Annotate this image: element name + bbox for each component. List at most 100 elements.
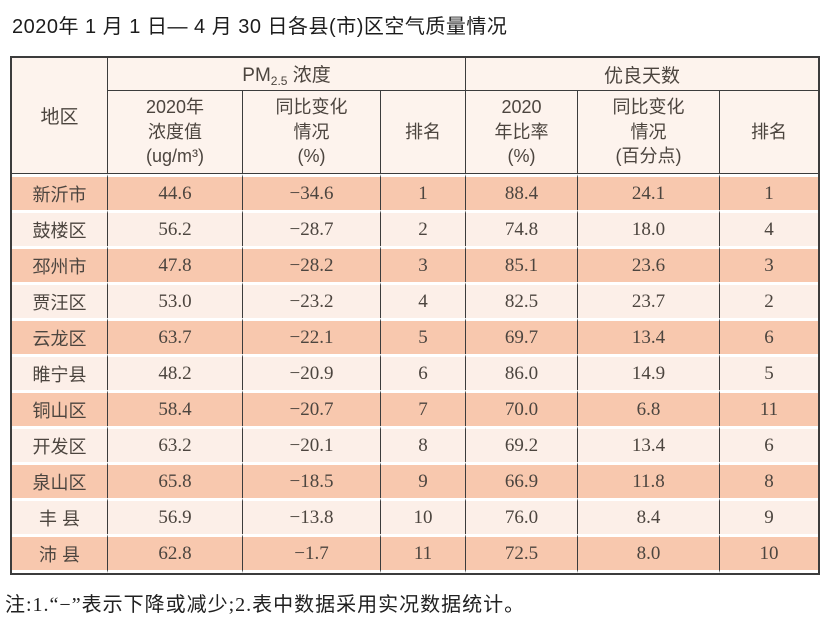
- table-row: 泉山区 65.8 −18.5 9 66.9 11.8 8: [12, 462, 819, 498]
- good-ratio-cell: 76.0: [465, 498, 578, 534]
- pm-change-cell: −18.5: [242, 462, 380, 498]
- region-cell: 邳州市: [12, 246, 107, 282]
- table-row: 开发区 63.2 −20.1 8 69.2 13.4 6: [12, 426, 819, 462]
- good-rank-cell: 3: [719, 246, 819, 282]
- pm-value-cell: 58.4: [107, 390, 242, 426]
- good-rank-cell: 1: [719, 174, 819, 210]
- good-change-cell: 13.4: [577, 318, 720, 354]
- pm-rank-cell: 6: [380, 354, 466, 390]
- table-row: 新沂市 44.6 −34.6 1 88.4 24.1 1: [12, 174, 819, 210]
- region-cell: 开发区: [12, 426, 107, 462]
- table-row: 沛 县 62.8 −1.7 11 72.5 8.0 10: [12, 534, 819, 573]
- good-ratio-cell: 88.4: [465, 174, 578, 210]
- pm-value-cell: 53.0: [107, 282, 242, 318]
- region-cell: 丰 县: [12, 498, 107, 534]
- good-ratio-cell: 86.0: [465, 354, 578, 390]
- region-cell: 贾汪区: [12, 282, 107, 318]
- col-header-pm-value: 2020年 浓度值 (ug/m³): [107, 91, 242, 174]
- good-ratio-cell: 85.1: [465, 246, 578, 282]
- table-row: 云龙区 63.7 −22.1 5 69.7 13.4 6: [12, 318, 819, 354]
- pm-value-cell: 63.2: [107, 426, 242, 462]
- footnote: 注:1.“−”表示下降或减少;2.表中数据采用实况数据统计。: [5, 594, 526, 616]
- region-cell: 沛 县: [12, 534, 107, 573]
- col-group-pm25: PM2.5 浓度: [107, 58, 466, 91]
- pm-rank-cell: 11: [380, 534, 466, 573]
- good-rank-cell: 4: [719, 210, 819, 246]
- good-change-cell: 8.4: [577, 498, 720, 534]
- good-change-cell: 6.8: [577, 390, 720, 426]
- pm-change-cell: −28.7: [242, 210, 380, 246]
- col-header-good-change: 同比变化 情况 (百分点): [577, 91, 720, 174]
- col-group-good-days: 优良天数: [465, 58, 819, 91]
- region-cell: 睢宁县: [12, 354, 107, 390]
- good-change-cell: 14.9: [577, 354, 720, 390]
- good-change-cell: 8.0: [577, 534, 720, 573]
- region-cell: 新沂市: [12, 174, 107, 210]
- col-header-pm-change: 同比变化 情况 (%): [242, 91, 380, 174]
- good-change-cell: 24.1: [577, 174, 720, 210]
- pm-change-cell: −23.2: [242, 282, 380, 318]
- good-ratio-cell: 69.7: [465, 318, 578, 354]
- good-change-cell: 23.7: [577, 282, 720, 318]
- pm-rank-cell: 2: [380, 210, 466, 246]
- good-ratio-cell: 74.8: [465, 210, 578, 246]
- good-rank-cell: 9: [719, 498, 819, 534]
- air-quality-table: 地区 PM2.5 浓度 优良天数 2020年 浓度值 (ug/m³) 同比变化 …: [10, 56, 821, 575]
- pm-rank-cell: 7: [380, 390, 466, 426]
- good-ratio-cell: 69.2: [465, 426, 578, 462]
- col-header-region: 地区: [12, 58, 107, 174]
- pm25-suffix: 浓度: [287, 65, 331, 86]
- pm-change-cell: −20.7: [242, 390, 380, 426]
- table-row: 铜山区 58.4 −20.7 7 70.0 6.8 11: [12, 390, 819, 426]
- col-header-good-rank: 排名: [719, 91, 819, 174]
- good-rank-cell: 5: [719, 354, 819, 390]
- pm-value-cell: 44.6: [107, 174, 242, 210]
- table-row: 丰 县 56.9 −13.8 10 76.0 8.4 9: [12, 498, 819, 534]
- pm-change-cell: −1.7: [242, 534, 380, 573]
- pm-rank-cell: 4: [380, 282, 466, 318]
- pm25-label: PM: [242, 65, 271, 86]
- pm-value-cell: 48.2: [107, 354, 242, 390]
- pm-rank-cell: 1: [380, 174, 466, 210]
- table-row: 贾汪区 53.0 −23.2 4 82.5 23.7 2: [12, 282, 819, 318]
- good-change-cell: 11.8: [577, 462, 720, 498]
- header-sub-row: 2020年 浓度值 (ug/m³) 同比变化 情况 (%) 排名 2020 年比…: [12, 91, 819, 174]
- pm-rank-cell: 3: [380, 246, 466, 282]
- pm-change-cell: −20.1: [242, 426, 380, 462]
- header-group-row: 地区 PM2.5 浓度 优良天数: [12, 58, 819, 174]
- good-rank-cell: 11: [719, 390, 819, 426]
- pm-change-cell: −13.8: [242, 498, 380, 534]
- pm-value-cell: 63.7: [107, 318, 242, 354]
- region-cell: 鼓楼区: [12, 210, 107, 246]
- pm-rank-cell: 5: [380, 318, 466, 354]
- pm-value-cell: 56.2: [107, 210, 242, 246]
- region-cell: 泉山区: [12, 462, 107, 498]
- good-ratio-cell: 66.9: [465, 462, 578, 498]
- pm-change-cell: −28.2: [242, 246, 380, 282]
- table-row: 睢宁县 48.2 −20.9 6 86.0 14.9 5: [12, 354, 819, 390]
- col-header-pm-rank: 排名: [380, 91, 466, 174]
- good-change-cell: 23.6: [577, 246, 720, 282]
- region-cell: 云龙区: [12, 318, 107, 354]
- good-rank-cell: 2: [719, 282, 819, 318]
- good-rank-cell: 6: [719, 426, 819, 462]
- good-change-cell: 18.0: [577, 210, 720, 246]
- table-row: 鼓楼区 56.2 −28.7 2 74.8 18.0 4: [12, 210, 819, 246]
- pm25-subscript: 2.5: [270, 74, 288, 88]
- good-rank-cell: 8: [719, 462, 819, 498]
- pm-change-cell: −20.9: [242, 354, 380, 390]
- table-row: 邳州市 47.8 −28.2 3 85.1 23.6 3: [12, 246, 819, 282]
- pm-value-cell: 56.9: [107, 498, 242, 534]
- pm-change-cell: −22.1: [242, 318, 380, 354]
- good-ratio-cell: 82.5: [465, 282, 578, 318]
- pm-rank-cell: 9: [380, 462, 466, 498]
- pm-value-cell: 62.8: [107, 534, 242, 573]
- page-title: 2020年 1 月 1 日— 4 月 30 日各县(市)区空气质量情况: [12, 16, 508, 38]
- good-ratio-cell: 70.0: [465, 390, 578, 426]
- good-ratio-cell: 72.5: [465, 534, 578, 573]
- pm-rank-cell: 8: [380, 426, 466, 462]
- region-cell: 铜山区: [12, 390, 107, 426]
- pm-value-cell: 65.8: [107, 462, 242, 498]
- pm-value-cell: 47.8: [107, 246, 242, 282]
